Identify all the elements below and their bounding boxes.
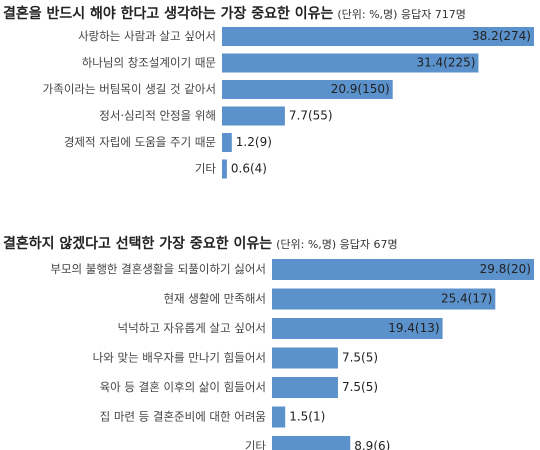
category-label: 현재 생활에 만족해서 <box>163 292 266 306</box>
category-label: 육아 등 결혼 이후의 삶이 힘들어서 <box>100 380 266 394</box>
bar <box>272 288 496 310</box>
value-label: 1.5(1) <box>289 410 325 424</box>
chart-subtitle: (단위: %,명) 응답자 67명 <box>276 238 398 251</box>
bar <box>272 347 338 369</box>
value-label: 29.8(20) <box>480 262 531 276</box>
value-label: 0.6(4) <box>231 162 267 176</box>
bar <box>222 159 227 179</box>
category-label: 정서·심리적 안정을 위해 <box>99 109 216 123</box>
bar <box>272 406 286 428</box>
category-label: 부모의 불행한 결혼생활을 되풀이하기 싫어서 <box>50 262 266 276</box>
bar <box>222 27 534 46</box>
category-label: 넉넉하고 자유롭게 살고 싶어서 <box>117 321 266 335</box>
bar <box>222 53 479 73</box>
bar <box>272 436 351 450</box>
value-label: 20.9(150) <box>331 82 390 96</box>
bar <box>222 133 232 152</box>
value-label: 7.5(5) <box>342 351 378 365</box>
value-label: 25.4(17) <box>441 292 492 306</box>
chart-subtitle: (단위: %,명) 응답자 717명 <box>337 8 466 21</box>
category-label: 집 마련 등 결혼준비에 대한 어려움 <box>100 410 266 424</box>
chart-title: 결혼하지 않겠다고 선택한 가장 중요한 이유는 <box>3 235 272 252</box>
bar <box>272 377 338 398</box>
value-label: 1.2(9) <box>236 135 272 149</box>
category-label: 가족이라는 버팀목이 생길 것 같아서 <box>43 82 216 96</box>
category-label: 기타 <box>245 439 267 450</box>
value-label: 7.5(5) <box>342 380 378 394</box>
bar <box>222 80 393 99</box>
category-label: 나와 맞는 배우자를 만나기 힘들어서 <box>93 351 266 365</box>
category-label: 기타 <box>195 162 217 176</box>
value-label: 8.9(6) <box>354 439 390 450</box>
bar <box>272 318 443 339</box>
category-label: 사랑하는 사람과 살고 싶어서 <box>78 29 216 43</box>
value-label: 7.7(55) <box>289 109 333 123</box>
value-label: 19.4(13) <box>388 321 439 335</box>
bar <box>222 106 285 126</box>
category-label: 하나님의 창조설계이기 때문 <box>82 56 216 70</box>
value-label: 38.2(274) <box>472 29 531 43</box>
chart-title: 결혼을 반드시 해야 한다고 생각하는 가장 중요한 이유는 <box>3 5 333 22</box>
bar <box>272 259 534 280</box>
value-label: 31.4(225) <box>416 56 475 70</box>
category-label: 경제적 자립에 도움을 주기 때문 <box>64 135 216 149</box>
